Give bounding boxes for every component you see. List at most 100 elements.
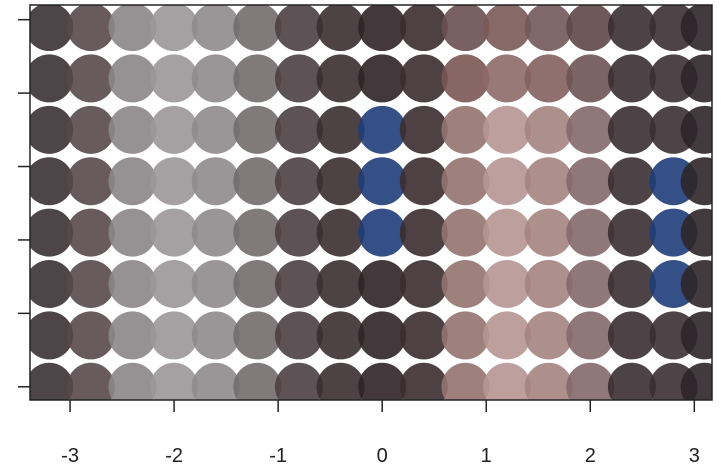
point	[316, 157, 365, 206]
point	[680, 311, 712, 360]
point	[66, 54, 115, 103]
point	[30, 105, 74, 154]
point	[358, 105, 407, 154]
point	[108, 311, 157, 360]
point	[524, 311, 573, 360]
point	[30, 5, 74, 52]
point	[566, 105, 615, 154]
point	[316, 311, 365, 360]
point	[150, 105, 199, 154]
point	[66, 362, 115, 400]
point	[316, 362, 365, 400]
point	[524, 157, 573, 206]
point	[191, 259, 240, 308]
point	[607, 311, 656, 360]
point	[108, 5, 157, 52]
point	[316, 259, 365, 308]
point	[524, 259, 573, 308]
point	[441, 105, 490, 154]
point	[358, 311, 407, 360]
point	[191, 208, 240, 257]
x-tick-label: 0	[377, 445, 388, 467]
point	[274, 105, 323, 154]
x-tick-label: -1	[269, 445, 287, 467]
point	[358, 54, 407, 103]
point	[483, 5, 532, 52]
points	[30, 5, 712, 400]
point	[524, 208, 573, 257]
point	[566, 362, 615, 400]
point	[233, 157, 282, 206]
point	[233, 54, 282, 103]
point	[680, 260, 712, 308]
point	[483, 362, 532, 400]
point	[150, 157, 199, 206]
point	[399, 208, 448, 257]
point	[524, 5, 573, 52]
point	[680, 54, 712, 103]
point	[399, 362, 448, 400]
point	[680, 5, 712, 52]
point	[358, 208, 407, 257]
point	[274, 259, 323, 308]
point	[441, 259, 490, 308]
point	[680, 105, 712, 154]
point	[399, 105, 448, 154]
point	[108, 259, 157, 308]
point	[566, 54, 615, 103]
point	[108, 54, 157, 103]
point	[233, 5, 282, 52]
point	[441, 362, 490, 400]
point	[66, 5, 115, 52]
point	[441, 5, 490, 52]
point	[274, 157, 323, 206]
point	[233, 259, 282, 308]
point	[524, 362, 573, 400]
point	[607, 208, 656, 257]
point	[150, 5, 199, 52]
point	[274, 362, 323, 400]
point	[483, 208, 532, 257]
point	[483, 157, 532, 206]
point	[607, 259, 656, 308]
point	[233, 105, 282, 154]
point	[30, 362, 74, 400]
point	[358, 362, 407, 400]
point	[607, 157, 656, 206]
point	[680, 208, 712, 257]
point	[66, 208, 115, 257]
x-tick-label: -3	[61, 445, 79, 467]
point	[441, 208, 490, 257]
point	[108, 157, 157, 206]
point	[191, 54, 240, 103]
point	[566, 5, 615, 52]
point	[316, 105, 365, 154]
point	[441, 54, 490, 103]
point	[191, 105, 240, 154]
point	[233, 362, 282, 400]
point	[399, 157, 448, 206]
point	[358, 157, 407, 206]
x-tick-label: 3	[689, 445, 700, 467]
point	[233, 208, 282, 257]
point	[399, 311, 448, 360]
point	[680, 157, 712, 206]
point	[108, 105, 157, 154]
point	[274, 311, 323, 360]
point	[150, 259, 199, 308]
point	[66, 157, 115, 206]
point	[150, 54, 199, 103]
point	[680, 362, 712, 400]
point	[607, 362, 656, 400]
point	[108, 362, 157, 400]
point	[30, 311, 74, 360]
point	[316, 54, 365, 103]
point	[191, 5, 240, 52]
plot-frame	[29, 4, 713, 401]
point	[566, 311, 615, 360]
point	[607, 105, 656, 154]
point	[441, 157, 490, 206]
point	[30, 208, 74, 257]
point	[30, 157, 74, 206]
